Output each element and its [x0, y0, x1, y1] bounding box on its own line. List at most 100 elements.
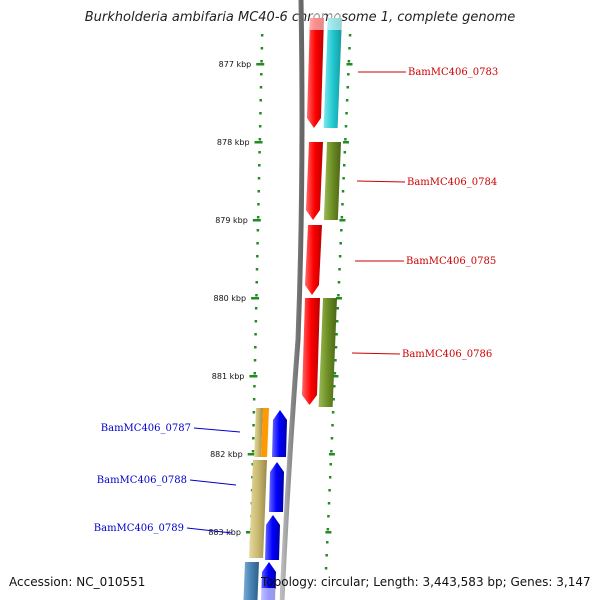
cog-bar-orange: [261, 408, 269, 457]
inner-ruler-dot: [253, 372, 256, 375]
outer-ruler-major-tick: [335, 297, 342, 300]
inner-ruler-dot: [259, 86, 263, 89]
inner-ruler-dot: [252, 398, 256, 401]
outer-ruler-major-tick: [339, 219, 346, 222]
inner-ruler-dot: [256, 229, 260, 232]
gene-arrow-BamMC406_0785[interactable]: [305, 225, 322, 295]
inner-ruler-dot: [257, 177, 261, 180]
genes-layer: [243, 14, 342, 600]
outer-ruler-dot: [338, 268, 341, 271]
outer-ruler-dot: [328, 489, 331, 492]
inner-ruler-dot: [252, 424, 255, 427]
outer-ruler-dot: [346, 86, 349, 89]
ruler-major-tick: [252, 219, 261, 222]
gene-label-BamMC406_0786[interactable]: BamMC406_0786: [402, 349, 492, 360]
inner-ruler-dot: [258, 138, 262, 141]
outer-ruler-dot: [333, 372, 337, 375]
inner-ruler-dot: [255, 294, 258, 297]
outer-ruler-dot: [329, 463, 333, 466]
gene-label-BamMC406_0783[interactable]: BamMC406_0783: [408, 67, 498, 78]
outer-ruler-dot: [337, 294, 340, 297]
inner-ruler-dot: [258, 151, 261, 154]
outer-ruler-dot: [327, 515, 330, 518]
outer-ruler-dot: [331, 411, 335, 414]
inner-ruler-dot: [256, 242, 259, 245]
outer-ruler-dot: [335, 320, 339, 323]
inner-ruler-dot: [254, 320, 258, 323]
gene-leader-line: [189, 479, 237, 486]
cog-bar-khaki: [249, 460, 267, 558]
outer-ruler-dot: [348, 47, 351, 50]
gene-arrow-BamMC406_0786[interactable]: [302, 298, 320, 405]
labels-layer: BamMC406_0783 BamMC406_0784 BamMC406_0785 B…: [94, 67, 498, 534]
outer-ruler-dot: [347, 73, 350, 76]
outer-ruler-major-tick: [346, 63, 353, 66]
outer-ruler-dot: [347, 60, 351, 63]
ruler-tick-label: 877 kbp: [219, 60, 252, 69]
inner-ruler-dot: [253, 359, 257, 362]
inner-ruler-dot: [256, 216, 260, 219]
inner-ruler-dot: [254, 346, 257, 349]
gene-arrow-BamMC406_0788[interactable]: [269, 462, 284, 512]
inner-ruler-dot: [259, 99, 262, 102]
inner-ruler-dot: [258, 164, 261, 167]
gene-label-BamMC406_0784[interactable]: BamMC406_0784: [407, 177, 497, 188]
gene-arrow-BamMC406_0784[interactable]: [306, 142, 323, 220]
outer-ruler-dot: [340, 216, 344, 219]
inner-ruler-dot: [254, 333, 257, 336]
outer-ruler-dot: [331, 424, 334, 427]
gene-label-BamMC406_0789[interactable]: BamMC406_0789: [94, 523, 184, 534]
outer-ruler-dot: [326, 541, 329, 544]
ruler-major-tick: [251, 297, 260, 300]
ruler-major-tick: [256, 63, 265, 66]
accession-text: Accession: NC_010551: [9, 575, 146, 589]
inner-ruler-dot: [253, 385, 256, 388]
ruler-tick-label: 878 kbp: [217, 138, 250, 147]
gene-leader-line: [351, 352, 401, 355]
cog-bar-olive: [323, 142, 341, 220]
gene-arrow-BamMC406_0789[interactable]: [265, 515, 280, 560]
outer-ruler-dot: [326, 528, 330, 531]
ruler-tick-label: 880 kbp: [213, 294, 246, 303]
outer-ruler-dot: [348, 34, 352, 37]
inner-ruler-dot: [260, 73, 263, 76]
ruler-major-tick: [247, 453, 256, 456]
outer-ruler-dot: [334, 359, 337, 362]
inner-ruler-dot: [256, 255, 259, 258]
outer-ruler-dot: [340, 229, 343, 232]
outer-ruler-major-tick: [328, 453, 335, 456]
gene-arrow-BamMC406_0787[interactable]: [272, 410, 287, 457]
outer-ruler-dot: [341, 203, 344, 206]
ruler-major-tick: [249, 375, 258, 378]
inner-ruler-dot: [257, 190, 260, 193]
outer-ruler-dot: [339, 242, 342, 245]
outer-ruler-dot: [332, 398, 335, 401]
inner-ruler-dot: [252, 411, 256, 414]
cog-bar-khaki: [254, 408, 263, 457]
inner-ruler-dot: [251, 463, 254, 466]
outer-ruler-dot: [336, 307, 340, 310]
ruler-tick-label: 879 kbp: [215, 216, 248, 225]
inner-ruler-dot: [251, 450, 255, 453]
outer-ruler-dot: [337, 281, 341, 284]
ruler-major-tick: [245, 531, 254, 534]
inner-ruler-dot: [258, 125, 262, 128]
outer-ruler-dot: [344, 125, 348, 128]
inner-ruler-dot: [255, 268, 259, 271]
gene-leader-line: [356, 180, 406, 183]
outer-ruler-dot: [345, 99, 349, 102]
outer-ruler-dot: [343, 151, 347, 154]
gene-arrow-BamMC406_0783[interactable]: [307, 18, 324, 128]
outer-ruler-dot: [327, 502, 331, 505]
gene-label-BamMC406_0785[interactable]: BamMC406_0785: [406, 256, 496, 267]
gene-leader-line: [186, 527, 233, 534]
outer-ruler-dot: [324, 567, 328, 570]
outer-ruler-dot: [330, 437, 334, 440]
outer-ruler-dot: [341, 190, 345, 193]
cog-bar-cyan: [323, 18, 342, 128]
inner-ruler-dot: [255, 281, 258, 284]
outer-ruler-dot: [333, 385, 336, 388]
gene-label-BamMC406_0787[interactable]: BamMC406_0787: [101, 423, 191, 434]
gene-label-BamMC406_0788[interactable]: BamMC406_0788: [97, 475, 187, 486]
outer-ruler-dot: [338, 255, 342, 258]
